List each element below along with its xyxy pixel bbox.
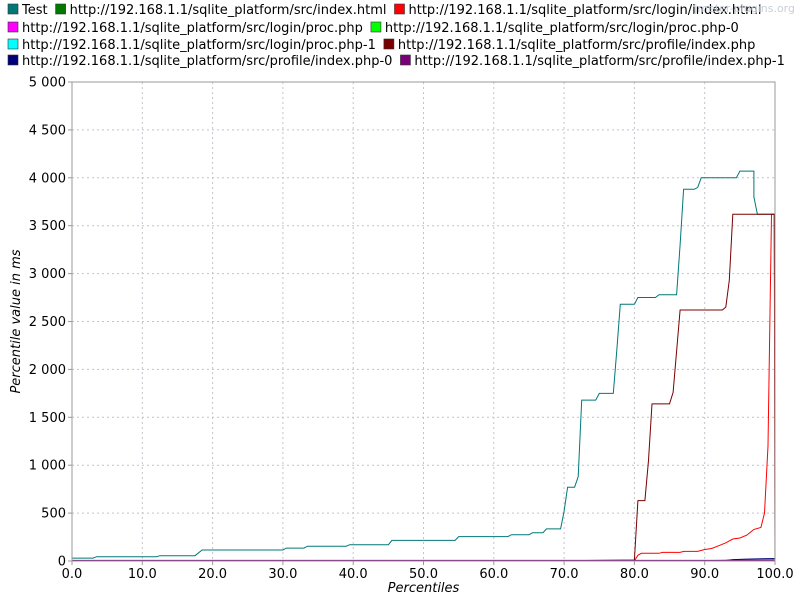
legend-label: http://192.168.1.1/sqlite_platform/src/p… bbox=[398, 38, 755, 53]
y-tick-label: 4 000 bbox=[29, 171, 66, 186]
grid bbox=[72, 82, 775, 561]
y-tick-label: 4 500 bbox=[29, 123, 66, 138]
x-tick-label: 10.0 bbox=[128, 567, 157, 582]
series-line bbox=[72, 213, 776, 562]
legend-swatch bbox=[394, 3, 405, 15]
y-tick-label: 500 bbox=[41, 507, 66, 522]
legend-label: http://192.168.1.1/sqlite_platform/src/i… bbox=[70, 3, 387, 18]
legend-swatch bbox=[7, 38, 19, 50]
series-line bbox=[72, 170, 776, 562]
x-tick-label: 20.0 bbox=[198, 567, 227, 582]
y-tick-label: 1 000 bbox=[29, 459, 66, 474]
watermark: jmeter-plugins.org bbox=[693, 2, 795, 15]
legend-label: http://192.168.1.1/sqlite_platform/src/l… bbox=[385, 21, 739, 36]
y-tick-label: 3 000 bbox=[29, 267, 66, 282]
x-tick-label: 80.0 bbox=[620, 567, 649, 582]
x-tick-label: 40.0 bbox=[339, 567, 368, 582]
legend-swatch bbox=[55, 3, 66, 15]
x-tick-label: 90.0 bbox=[690, 567, 719, 582]
legend: Test http://192.168.1.1/sqlite_platform/s… bbox=[7, 3, 785, 69]
x-tick-label: 100.0 bbox=[756, 567, 793, 582]
legend-label: http://192.168.1.1/sqlite_platform/src/p… bbox=[22, 54, 392, 69]
legend-label: http://192.168.1.1/sqlite_platform/src/p… bbox=[414, 54, 784, 69]
legend-swatch bbox=[370, 21, 382, 33]
legend-label: http://192.168.1.1/sqlite_platform/src/l… bbox=[22, 21, 363, 36]
y-tick-label: 5 000 bbox=[29, 76, 66, 91]
y-tick-label: 2 500 bbox=[29, 315, 66, 330]
y-axis-ticks: 0 500 1 000 1 500 2 000 2 500 3 000 3 500 4 000 4… bbox=[29, 76, 72, 570]
y-axis-title: Percentile value in ms bbox=[9, 249, 24, 393]
legend-swatch bbox=[7, 21, 19, 33]
x-tick-label: 30.0 bbox=[268, 567, 297, 582]
x-tick-label: 50.0 bbox=[409, 567, 438, 582]
legend-swatch bbox=[400, 54, 411, 66]
y-tick-label: 1 500 bbox=[29, 411, 66, 426]
x-tick-label: 70.0 bbox=[550, 567, 579, 582]
legend-swatch bbox=[7, 3, 19, 15]
legend-label: http://192.168.1.1/sqlite_platform/src/l… bbox=[22, 38, 376, 53]
legend-label: Test bbox=[21, 3, 48, 18]
y-tick-label: 2 000 bbox=[29, 363, 66, 378]
x-axis-ticks: 0.0 10.0 20.0 30.0 40.0 50.0 60.0 70.0 80.0 90.0 1… bbox=[62, 561, 794, 582]
y-tick-label: 0 bbox=[58, 555, 66, 570]
legend-swatch bbox=[383, 38, 395, 50]
x-tick-label: 0.0 bbox=[62, 567, 83, 582]
series-line bbox=[72, 213, 776, 561]
x-axis-title: Percentiles bbox=[388, 581, 460, 596]
legend-label: http://192.168.1.1/sqlite_platform/src/l… bbox=[409, 3, 762, 18]
y-tick-label: 3 500 bbox=[29, 219, 66, 234]
legend-swatch bbox=[7, 54, 19, 66]
x-tick-label: 60.0 bbox=[479, 567, 508, 582]
